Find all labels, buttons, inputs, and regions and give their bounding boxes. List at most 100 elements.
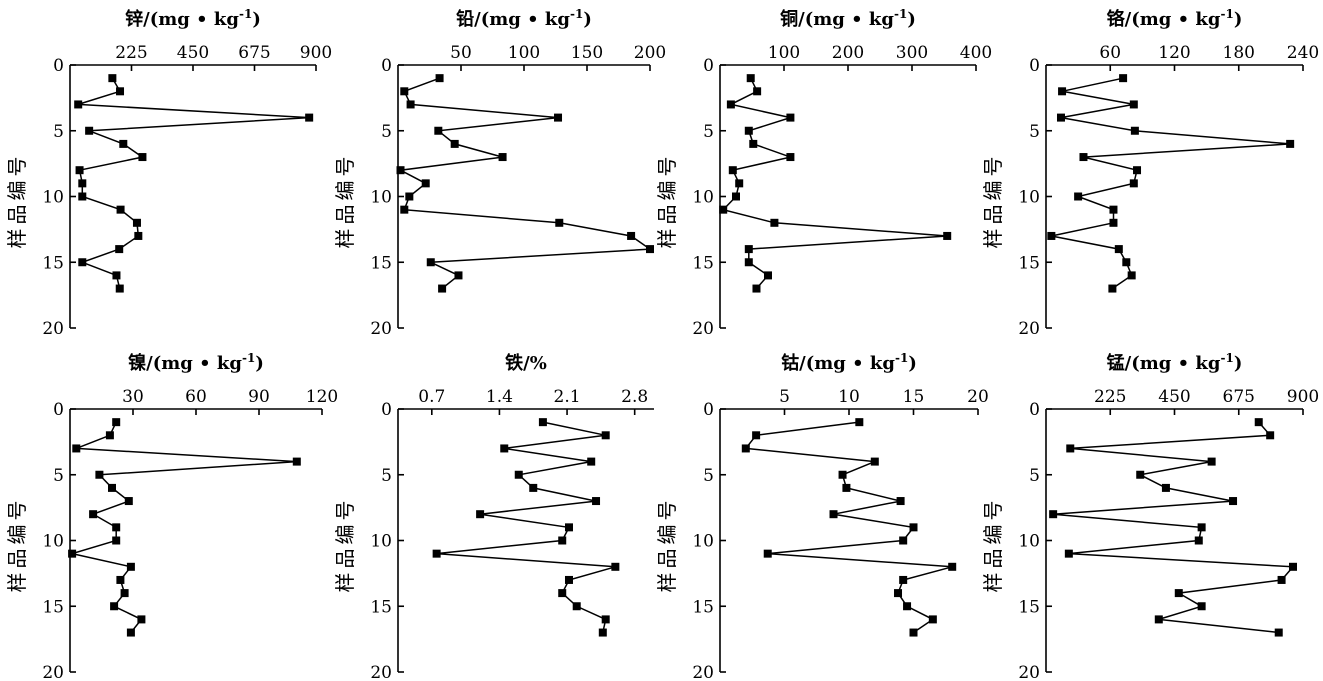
chart-title-exponent: -1 bbox=[239, 7, 252, 21]
chart-title-close: ) bbox=[583, 9, 592, 30]
data-point bbox=[1133, 166, 1142, 175]
chart-title-unit: /(mg • kg bbox=[1125, 9, 1221, 30]
data-point bbox=[137, 615, 146, 624]
chart-title-unit: /(mg • kg bbox=[798, 9, 894, 30]
data-point bbox=[555, 218, 564, 227]
chart-title-exponent: -1 bbox=[895, 351, 908, 365]
data-point bbox=[112, 418, 121, 427]
x-tick-label: 300 bbox=[896, 43, 928, 63]
data-point bbox=[1154, 615, 1163, 624]
data-point bbox=[842, 483, 851, 492]
data-point bbox=[558, 536, 567, 545]
y-tick-label: 15 bbox=[692, 597, 714, 617]
chart-title: 铬/(mg • kg-1) bbox=[1107, 7, 1243, 30]
data-point bbox=[627, 231, 636, 240]
data-point bbox=[896, 497, 905, 506]
chart-panel-1: 225 450 675 900 0 5 10 15 20 锌/(mg • kg-1) 样品编号 bbox=[5, 7, 332, 339]
y-tick-label: 20 bbox=[370, 663, 392, 681]
data-point bbox=[1129, 100, 1138, 109]
data-point bbox=[564, 575, 573, 584]
y-tick-label: 15 bbox=[42, 597, 64, 617]
x-tick-label: 50 bbox=[450, 43, 472, 63]
data-point bbox=[564, 523, 573, 532]
data-point bbox=[1229, 497, 1238, 506]
y-axis-label: 样品编号 bbox=[5, 497, 29, 593]
chart-panel-6: 0.7 1.4 2.1 2.8 0 5 10 15 20 铁/% 样品编号 bbox=[333, 352, 654, 681]
data-point bbox=[746, 74, 755, 83]
y-tick-label: 15 bbox=[370, 597, 392, 617]
data-point bbox=[132, 218, 141, 227]
chart-title-exponent: -1 bbox=[1220, 7, 1233, 21]
data-point bbox=[75, 166, 84, 175]
chart-title-unit: /% bbox=[523, 353, 547, 374]
chart-panel-4: 60 120 180 240 0 5 10 15 20 铬/(mg • kg-1) 样品编号 bbox=[981, 7, 1319, 339]
y-axis-label: 样品编号 bbox=[981, 497, 1005, 593]
y-tick-label: 5 bbox=[1029, 122, 1040, 142]
data-point bbox=[1074, 192, 1083, 201]
y-tick-label: 20 bbox=[692, 663, 714, 681]
data-point bbox=[476, 510, 485, 519]
data-point bbox=[1108, 284, 1117, 293]
data-point bbox=[909, 523, 918, 532]
chart-title-name: 铁 bbox=[505, 352, 523, 374]
chart-panel-3: 100 200 300 400 0 5 10 15 20 铜/(mg • kg-1) 样品编号 bbox=[655, 7, 992, 339]
data-point bbox=[1289, 562, 1298, 571]
data-point bbox=[529, 483, 538, 492]
y-tick-label: 0 bbox=[1029, 56, 1040, 76]
series-line bbox=[744, 421, 953, 634]
y-axis-label: 样品编号 bbox=[333, 497, 357, 593]
data-point bbox=[1066, 444, 1075, 453]
y-tick-label: 20 bbox=[42, 319, 64, 339]
data-point bbox=[400, 205, 409, 214]
data-point bbox=[138, 153, 147, 162]
data-point bbox=[726, 100, 735, 109]
data-point bbox=[538, 418, 547, 427]
data-point bbox=[112, 536, 121, 545]
chart-title: 铅/(mg • kg-1) bbox=[456, 7, 592, 30]
y-tick-label: 0 bbox=[703, 56, 714, 76]
data-point bbox=[78, 192, 87, 201]
chart-title-unit: /(mg • kg bbox=[1125, 353, 1221, 374]
x-tick-label: 2.8 bbox=[621, 387, 648, 407]
y-tick-label: 10 bbox=[692, 188, 714, 208]
data-point bbox=[68, 549, 77, 558]
x-tick-label: 180 bbox=[1223, 43, 1255, 63]
chart-title-close: ) bbox=[908, 353, 917, 374]
y-tick-label: 20 bbox=[1018, 319, 1040, 339]
x-tick-label: 450 bbox=[1158, 387, 1190, 407]
chart-title-unit: /(mg • kg bbox=[143, 9, 239, 30]
x-tick-label: 90 bbox=[248, 387, 270, 407]
x-tick-label: 150 bbox=[571, 43, 603, 63]
x-tick-label: 2.1 bbox=[554, 387, 581, 407]
data-point bbox=[454, 271, 463, 280]
y-axis-label: 样品编号 bbox=[655, 497, 679, 593]
y-tick-label: 5 bbox=[381, 122, 392, 142]
data-point bbox=[554, 113, 563, 122]
data-point bbox=[786, 113, 795, 122]
data-point bbox=[838, 470, 847, 479]
data-point bbox=[728, 166, 737, 175]
data-point bbox=[1161, 483, 1170, 492]
y-tick-label: 5 bbox=[703, 122, 714, 142]
y-tick-label: 10 bbox=[692, 532, 714, 552]
data-point bbox=[899, 536, 908, 545]
data-point bbox=[1119, 74, 1128, 83]
chart-title: 钴/(mg • kg-1) bbox=[781, 351, 917, 374]
data-point bbox=[78, 179, 87, 188]
x-tick-label: 675 bbox=[1223, 387, 1255, 407]
data-point bbox=[855, 418, 864, 427]
data-point bbox=[112, 271, 121, 280]
y-tick-label: 10 bbox=[1018, 188, 1040, 208]
data-point bbox=[112, 523, 121, 532]
data-point bbox=[592, 497, 601, 506]
y-tick-label: 15 bbox=[692, 253, 714, 273]
chart-title-close: ) bbox=[252, 9, 261, 30]
data-point bbox=[292, 457, 301, 466]
data-point bbox=[116, 575, 125, 584]
chart-title-close: ) bbox=[1234, 9, 1243, 30]
series-line bbox=[69, 421, 297, 633]
data-point bbox=[719, 205, 728, 214]
chart-title: 铜/(mg • kg-1) bbox=[780, 7, 916, 30]
x-tick-label: 20 bbox=[967, 387, 989, 407]
data-point bbox=[732, 192, 740, 201]
